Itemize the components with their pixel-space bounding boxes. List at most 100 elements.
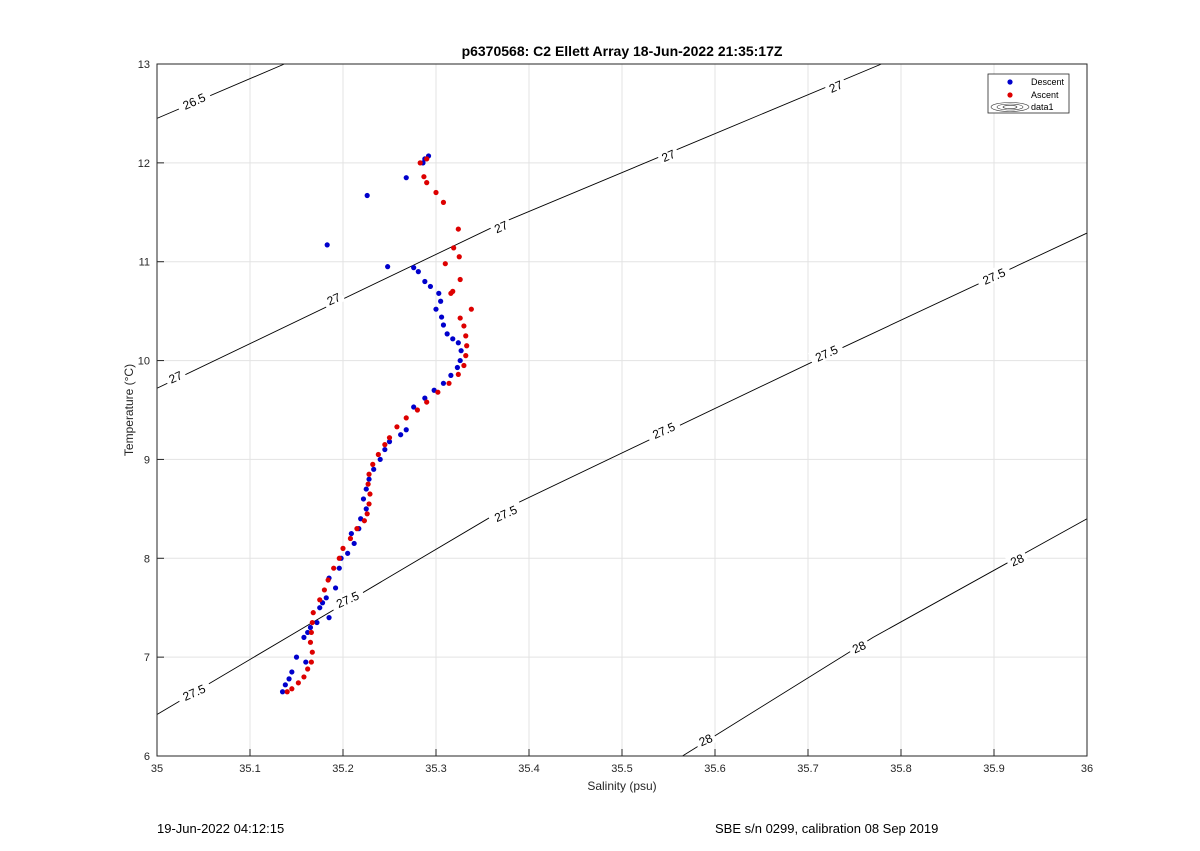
y-tick-label: 11	[139, 257, 150, 269]
ascent-point	[305, 666, 311, 672]
ascent-point	[433, 189, 439, 196]
descent-point	[336, 565, 342, 571]
ascent-point	[308, 629, 314, 636]
y-tick-label: 13	[138, 59, 150, 71]
svg-text:27: 27	[660, 147, 678, 165]
ascent-point	[457, 315, 463, 321]
descent-point	[438, 298, 444, 304]
x-axis-label: Salinity (psu)	[587, 779, 656, 793]
ascent-point	[457, 276, 463, 283]
ascent-point	[456, 254, 462, 260]
descent-point	[360, 496, 367, 502]
descent-point	[293, 654, 300, 660]
ascent-point	[424, 180, 430, 186]
ascent-point	[394, 424, 400, 430]
descent-point	[286, 676, 292, 682]
ascent-point	[435, 389, 441, 395]
descent-point	[403, 175, 409, 181]
descent-point	[455, 340, 461, 346]
descent-point	[457, 357, 463, 364]
descent-point	[382, 446, 388, 453]
x-tick-label: 36	[1081, 763, 1093, 775]
axis-ticks: 35 35.1 35.2 35.3 35.4 35.5 35.6 35.7 35.8 35.9 36…	[138, 59, 1093, 775]
ascent-point	[309, 649, 315, 655]
descent-point	[305, 629, 311, 636]
descent-point	[332, 585, 339, 591]
descent-point	[411, 265, 417, 271]
x-tick-label: 35.1	[239, 763, 260, 775]
descent-point	[398, 432, 404, 438]
footer-calibration: SBE s/n 0299, calibration 08 Sep 2019	[715, 821, 939, 836]
ascent-point	[367, 491, 373, 497]
ascent-point	[448, 290, 454, 296]
descent-point	[440, 380, 447, 386]
ascent-point	[317, 597, 323, 603]
legend: Descent Ascent data1	[987, 73, 1070, 114]
descent-point	[454, 364, 460, 371]
ascent-point	[295, 680, 301, 686]
ascent-point	[442, 261, 448, 267]
descent-point	[301, 634, 307, 640]
ascent-point	[347, 535, 354, 542]
chart-title: p6370568: C2 Ellett Array 18-Jun-2022 21…	[462, 43, 783, 59]
contour-label: 28	[846, 635, 871, 657]
descent-point	[323, 595, 329, 601]
descent-point	[307, 624, 314, 631]
descent-point	[363, 506, 369, 512]
ascent-point	[361, 518, 367, 524]
ascent-point	[455, 226, 461, 232]
contour-label: 27	[163, 366, 188, 387]
x-tick-label: 35.7	[797, 763, 818, 775]
legend-box	[987, 73, 1070, 114]
ascent-point	[424, 156, 430, 162]
svg-text:27: 27	[325, 290, 343, 308]
legend-descent-label: Descent	[1031, 77, 1065, 87]
contour-label: 28	[1004, 548, 1029, 570]
contour-label: 28	[693, 728, 718, 750]
x-tick-label: 35.9	[983, 763, 1004, 775]
descent-point	[326, 615, 332, 621]
contour-label: 27	[823, 75, 848, 97]
ascent-point	[464, 343, 470, 349]
svg-text:27: 27	[167, 368, 185, 386]
ascent-point	[461, 362, 467, 369]
descent-point	[427, 283, 434, 290]
descent-point	[440, 322, 447, 328]
x-tick-label: 35	[151, 763, 163, 775]
ascent-point	[365, 481, 371, 487]
x-tick-label: 35.5	[611, 763, 632, 775]
descent-point	[317, 605, 323, 611]
ascent-point	[451, 245, 457, 251]
descent-point	[314, 619, 320, 626]
descent-point	[436, 290, 442, 296]
legend-data1-label: data1	[1031, 102, 1054, 112]
legend-ascent-marker	[1007, 92, 1013, 98]
descent-point	[279, 689, 286, 695]
ascent-point	[331, 565, 337, 571]
x-tick-label: 35.6	[704, 763, 725, 775]
svg-text:28: 28	[850, 638, 868, 656]
descent-point	[458, 348, 464, 354]
y-tick-label: 9	[144, 454, 150, 466]
ascent-point	[308, 659, 314, 665]
descent-point	[303, 659, 309, 665]
descent-point	[348, 530, 354, 537]
contour-label: 27	[488, 215, 513, 237]
descent-point	[351, 540, 357, 547]
descent-point	[403, 427, 409, 433]
descent-point	[433, 306, 439, 312]
ascent-point	[321, 587, 327, 593]
descent-point	[415, 269, 421, 275]
svg-text:27: 27	[827, 77, 845, 95]
y-axis-label: Temperature (°C)	[122, 364, 136, 456]
legend-descent-marker	[1007, 79, 1013, 85]
ascent-point	[307, 639, 314, 645]
descent-point	[371, 466, 377, 472]
ascent-point	[325, 577, 331, 583]
legend-ascent-label: Ascent	[1031, 90, 1059, 100]
y-tick-label: 12	[138, 158, 150, 170]
contour-label: 27	[656, 144, 681, 166]
contour-label: 27	[321, 287, 346, 309]
descent-point	[366, 476, 372, 482]
contour-line	[156, 63, 285, 119]
